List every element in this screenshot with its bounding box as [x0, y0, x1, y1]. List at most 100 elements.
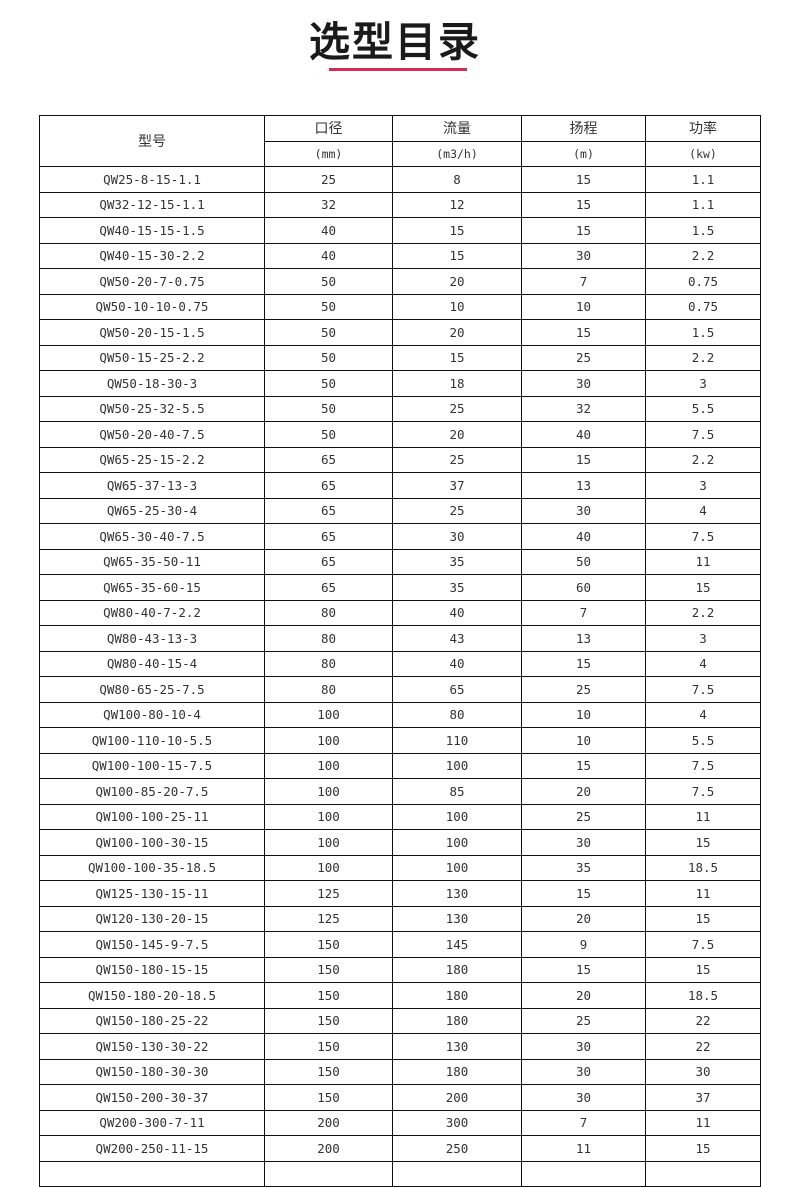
cell-power: 4 [645, 497, 761, 524]
cell-head: 20 [521, 905, 646, 932]
cell-model: QW100-110-10-5.5 [39, 727, 265, 754]
header-model: 型号 [39, 115, 265, 167]
cell-model: QW125-130-15-11 [39, 880, 265, 907]
cell-head: 30 [521, 829, 646, 856]
unit-diameter: (mm) [264, 140, 393, 167]
cell-flow: 40 [392, 650, 522, 677]
cell-diameter: 50 [264, 268, 393, 295]
cell-flow: 15 [392, 344, 522, 371]
cell-diameter: 80 [264, 599, 393, 626]
cell-model: QW150-180-15-15 [39, 956, 265, 983]
table-row: QW80-40-15-4 80 40 15 4 [39, 650, 761, 677]
header-diameter: 口径 [264, 115, 393, 142]
cell-model: QW150-180-20-18.5 [39, 982, 265, 1009]
cell-diameter: 65 [264, 523, 393, 550]
cell-power: 2.2 [645, 446, 761, 473]
cell-head: 40 [521, 421, 646, 448]
cell-power: 1.5 [645, 319, 761, 346]
table-row: QW150-130-30-22 150 130 30 22 [39, 1033, 761, 1060]
cell-head: 60 [521, 574, 646, 601]
cell-diameter: 100 [264, 727, 393, 754]
cell-diameter: 50 [264, 370, 393, 397]
cell-power: 15 [645, 574, 761, 601]
cell-head: 20 [521, 982, 646, 1009]
table-row: QW100-100-30-15 100 100 30 15 [39, 829, 761, 856]
page-title: 选型目录 [309, 18, 481, 66]
table-row: QW65-37-13-3 65 37 13 3 [39, 472, 761, 499]
cell-flow: 12 [392, 191, 522, 218]
cell-diameter: 150 [264, 1084, 393, 1111]
cell-diameter: 150 [264, 1033, 393, 1060]
table-row: QW100-100-35-18.5 100 100 35 18.5 [39, 854, 761, 881]
cell-model: QW80-40-15-4 [39, 650, 265, 677]
cell-power: 5.5 [645, 727, 761, 754]
cell-diameter: 125 [264, 880, 393, 907]
cell-power: 18.5 [645, 854, 761, 881]
cell-diameter: 150 [264, 1058, 393, 1085]
cell-flow: 110 [392, 727, 522, 754]
cell-head: 15 [521, 319, 646, 346]
cell-diameter: 65 [264, 446, 393, 473]
cell-diameter: 150 [264, 931, 393, 958]
cell-power: 3 [645, 625, 761, 652]
cell-power: 18.5 [645, 982, 761, 1009]
cell-empty [645, 1160, 761, 1187]
cell-power: 2.2 [645, 599, 761, 626]
cell-model: QW50-20-7-0.75 [39, 268, 265, 295]
table-row: QW50-20-40-7.5 50 20 40 7.5 [39, 421, 761, 448]
cell-diameter: 100 [264, 829, 393, 856]
cell-head: 35 [521, 854, 646, 881]
cell-diameter: 50 [264, 293, 393, 320]
cell-model: QW200-250-11-15 [39, 1135, 265, 1162]
cell-flow: 100 [392, 803, 522, 830]
cell-diameter: 65 [264, 548, 393, 575]
table-row: QW40-15-30-2.2 40 15 30 2.2 [39, 242, 761, 269]
cell-model: QW100-100-15-7.5 [39, 752, 265, 779]
table-row: QW150-180-25-22 150 180 25 22 [39, 1007, 761, 1034]
cell-diameter: 80 [264, 625, 393, 652]
cell-power: 4 [645, 701, 761, 728]
cell-head: 30 [521, 242, 646, 269]
cell-head: 30 [521, 497, 646, 524]
cell-power: 3 [645, 472, 761, 499]
cell-power: 4 [645, 650, 761, 677]
cell-model: QW65-35-60-15 [39, 574, 265, 601]
header-flow: 流量 [392, 115, 522, 142]
cell-head: 30 [521, 370, 646, 397]
cell-flow: 200 [392, 1084, 522, 1111]
cell-flow: 20 [392, 319, 522, 346]
cell-flow: 20 [392, 421, 522, 448]
cell-power: 37 [645, 1084, 761, 1111]
cell-flow: 130 [392, 1033, 522, 1060]
cell-head: 25 [521, 1007, 646, 1034]
cell-power: 0.75 [645, 268, 761, 295]
cell-model: QW100-100-35-18.5 [39, 854, 265, 881]
cell-flow: 25 [392, 446, 522, 473]
cell-flow: 65 [392, 676, 522, 703]
cell-head: 40 [521, 523, 646, 550]
cell-power: 3 [645, 370, 761, 397]
cell-flow: 145 [392, 931, 522, 958]
cell-power: 2.2 [645, 344, 761, 371]
cell-power: 5.5 [645, 395, 761, 422]
cell-diameter: 100 [264, 778, 393, 805]
table-row: QW25-8-15-1.1 25 8 15 1.1 [39, 166, 761, 193]
cell-head: 20 [521, 778, 646, 805]
cell-power: 11 [645, 548, 761, 575]
cell-head: 30 [521, 1084, 646, 1111]
cell-diameter: 40 [264, 217, 393, 244]
cell-head: 50 [521, 548, 646, 575]
cell-empty [392, 1160, 522, 1187]
cell-head: 10 [521, 701, 646, 728]
cell-model: QW150-145-9-7.5 [39, 931, 265, 958]
cell-model: QW50-20-15-1.5 [39, 319, 265, 346]
cell-model: QW32-12-15-1.1 [39, 191, 265, 218]
cell-head: 32 [521, 395, 646, 422]
cell-head: 15 [521, 752, 646, 779]
cell-power: 7.5 [645, 752, 761, 779]
table-row: QW100-110-10-5.5 100 110 10 5.5 [39, 727, 761, 754]
cell-head: 13 [521, 625, 646, 652]
cell-head: 15 [521, 956, 646, 983]
cell-flow: 25 [392, 497, 522, 524]
cell-model: QW150-180-25-22 [39, 1007, 265, 1034]
